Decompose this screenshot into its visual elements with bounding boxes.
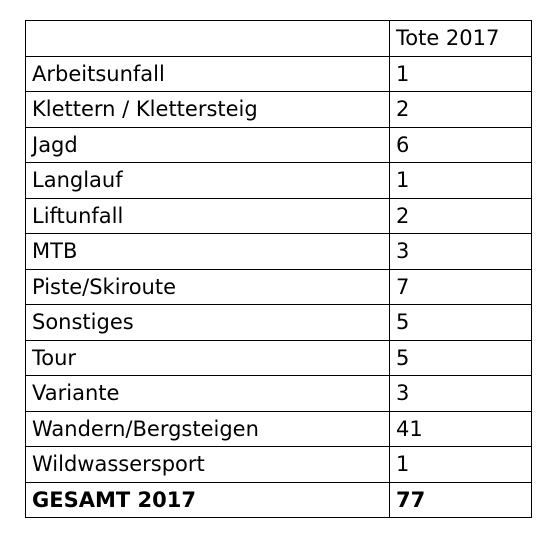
table-row: Arbeitsunfall 1 — [25, 55, 532, 92]
category-cell: MTB — [25, 233, 390, 270]
value-cell: 7 — [389, 268, 532, 305]
category-cell: Liftunfall — [25, 197, 390, 234]
category-cell: Klettern / Klettersteig — [25, 91, 390, 128]
table-row: Variante 3 — [25, 375, 532, 412]
table-row: Tour 5 — [25, 339, 532, 376]
total-row: GESAMT 2017 77 — [25, 481, 532, 518]
category-cell: Tour — [25, 339, 390, 376]
total-label-cell: GESAMT 2017 — [25, 481, 390, 518]
value-cell: 3 — [389, 375, 532, 412]
table-row: Jagd 6 — [25, 126, 532, 163]
value-cell: 6 — [389, 126, 532, 163]
category-cell: Wandern/Bergsteigen — [25, 410, 390, 447]
table-row: Klettern / Klettersteig 2 — [25, 91, 532, 128]
category-cell: Variante — [25, 375, 390, 412]
category-cell: Arbeitsunfall — [25, 55, 390, 92]
value-cell: 1 — [389, 446, 532, 483]
category-cell: Langlauf — [25, 162, 390, 199]
category-cell: Piste/Skiroute — [25, 268, 390, 305]
value-cell: 1 — [389, 162, 532, 199]
table-row: Liftunfall 2 — [25, 197, 532, 234]
value-cell: 41 — [389, 410, 532, 447]
category-cell: Wildwassersport — [25, 446, 390, 483]
value-cell: 5 — [389, 339, 532, 376]
value-cell: 2 — [389, 197, 532, 234]
table-row: Langlauf 1 — [25, 162, 532, 199]
category-cell: Jagd — [25, 126, 390, 163]
deaths-table: Tote 2017 Arbeitsunfall 1 Klettern / Kle… — [25, 20, 532, 518]
value-cell: 2 — [389, 91, 532, 128]
total-value-cell: 77 — [389, 481, 532, 518]
header-value-cell: Tote 2017 — [389, 20, 532, 57]
header-category-cell — [25, 20, 390, 57]
value-cell: 1 — [389, 55, 532, 92]
category-cell: Sonstiges — [25, 304, 390, 341]
value-cell: 3 — [389, 233, 532, 270]
table-row: Sonstiges 5 — [25, 304, 532, 341]
table-row: MTB 3 — [25, 233, 532, 270]
value-cell: 5 — [389, 304, 532, 341]
table-row: Wildwassersport 1 — [25, 446, 532, 483]
header-row: Tote 2017 — [25, 20, 532, 57]
table-row: Piste/Skiroute 7 — [25, 268, 532, 305]
table-row: Wandern/Bergsteigen 41 — [25, 410, 532, 447]
